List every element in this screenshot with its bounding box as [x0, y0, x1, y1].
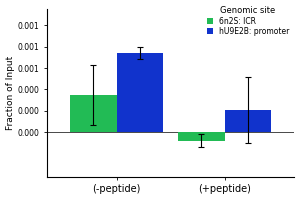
Bar [225, 110, 271, 132]
Bar [70, 95, 117, 132]
Bar [178, 132, 225, 141]
Bar [117, 53, 163, 132]
Y-axis label: Fraction of Input: Fraction of Input [6, 56, 15, 130]
Legend: 6n2S: ICR, hU9E2B: promoter: 6n2S: ICR, hU9E2B: promoter [205, 5, 291, 37]
